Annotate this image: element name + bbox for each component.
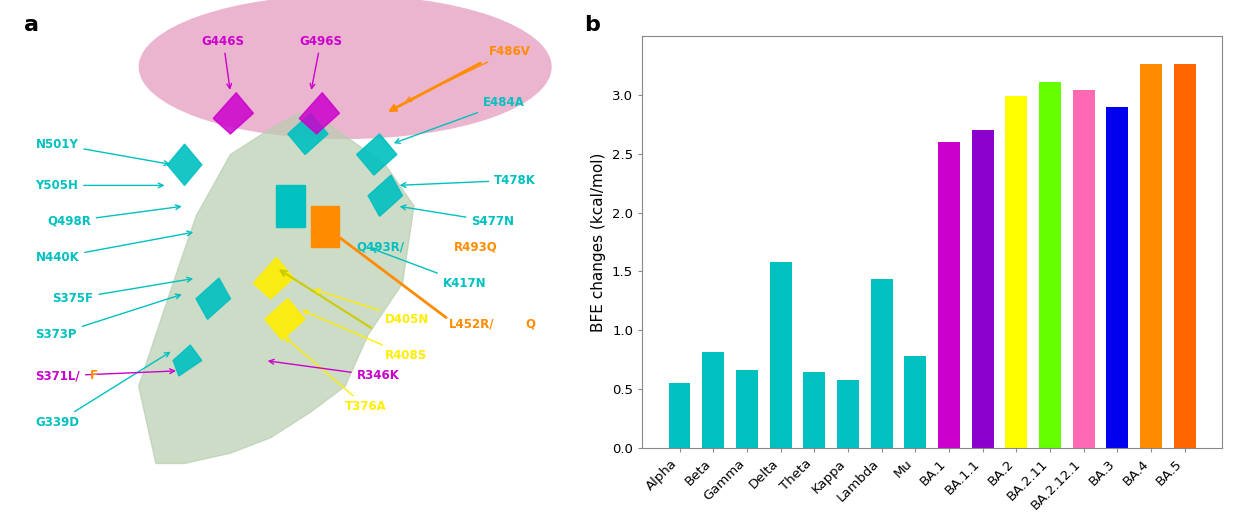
Text: T376A: T376A <box>286 337 387 414</box>
Bar <box>1173 64 1196 448</box>
Text: a: a <box>24 15 39 36</box>
Text: Q498R: Q498R <box>47 205 181 228</box>
Text: R493Q: R493Q <box>454 241 498 254</box>
Text: S477N: S477N <box>402 205 514 228</box>
Text: F486V: F486V <box>407 45 530 101</box>
Polygon shape <box>288 113 328 154</box>
Text: E484A: E484A <box>395 96 525 143</box>
Text: S375F: S375F <box>52 277 192 305</box>
Text: R408S: R408S <box>303 311 428 362</box>
Text: K417N: K417N <box>372 248 486 290</box>
Ellipse shape <box>138 0 551 139</box>
Bar <box>702 352 725 448</box>
Polygon shape <box>173 345 202 376</box>
Y-axis label: BFE changes (kcal/mol): BFE changes (kcal/mol) <box>591 152 606 332</box>
Bar <box>1005 96 1028 448</box>
Polygon shape <box>357 134 397 175</box>
Text: Q493R/: Q493R/ <box>357 241 404 254</box>
Polygon shape <box>264 299 306 340</box>
Bar <box>1072 90 1095 448</box>
Bar <box>938 142 960 448</box>
Text: b: b <box>584 15 600 36</box>
Bar <box>668 383 691 448</box>
Text: D405N: D405N <box>315 289 430 326</box>
Bar <box>904 356 927 448</box>
Text: F: F <box>90 369 99 383</box>
Polygon shape <box>196 278 231 319</box>
Text: L452R/: L452R/ <box>449 318 494 331</box>
Bar <box>870 279 893 448</box>
Polygon shape <box>253 258 293 299</box>
Polygon shape <box>368 175 403 216</box>
Text: G339D: G339D <box>35 352 170 429</box>
Bar <box>1106 107 1129 448</box>
Bar <box>803 371 826 448</box>
Text: N440K: N440K <box>35 231 192 264</box>
Polygon shape <box>138 113 414 464</box>
Bar <box>769 262 792 448</box>
Text: Q: Q <box>526 318 536 331</box>
Text: G496S: G496S <box>299 35 342 89</box>
Bar <box>1039 82 1061 448</box>
Text: S371L/: S371L/ <box>35 369 175 383</box>
Polygon shape <box>213 93 253 134</box>
Bar <box>736 370 758 448</box>
Polygon shape <box>299 93 339 134</box>
Bar <box>277 185 306 227</box>
Text: N501Y: N501Y <box>35 138 168 165</box>
Text: T478K: T478K <box>402 174 536 187</box>
Polygon shape <box>167 144 202 185</box>
Text: S373P: S373P <box>35 294 181 341</box>
Bar <box>837 380 859 448</box>
Text: R346K: R346K <box>269 359 399 383</box>
Bar <box>311 206 339 247</box>
Text: G446S: G446S <box>202 35 244 89</box>
Bar <box>971 130 994 448</box>
Bar <box>1140 64 1162 448</box>
Text: Y505H: Y505H <box>35 179 163 192</box>
